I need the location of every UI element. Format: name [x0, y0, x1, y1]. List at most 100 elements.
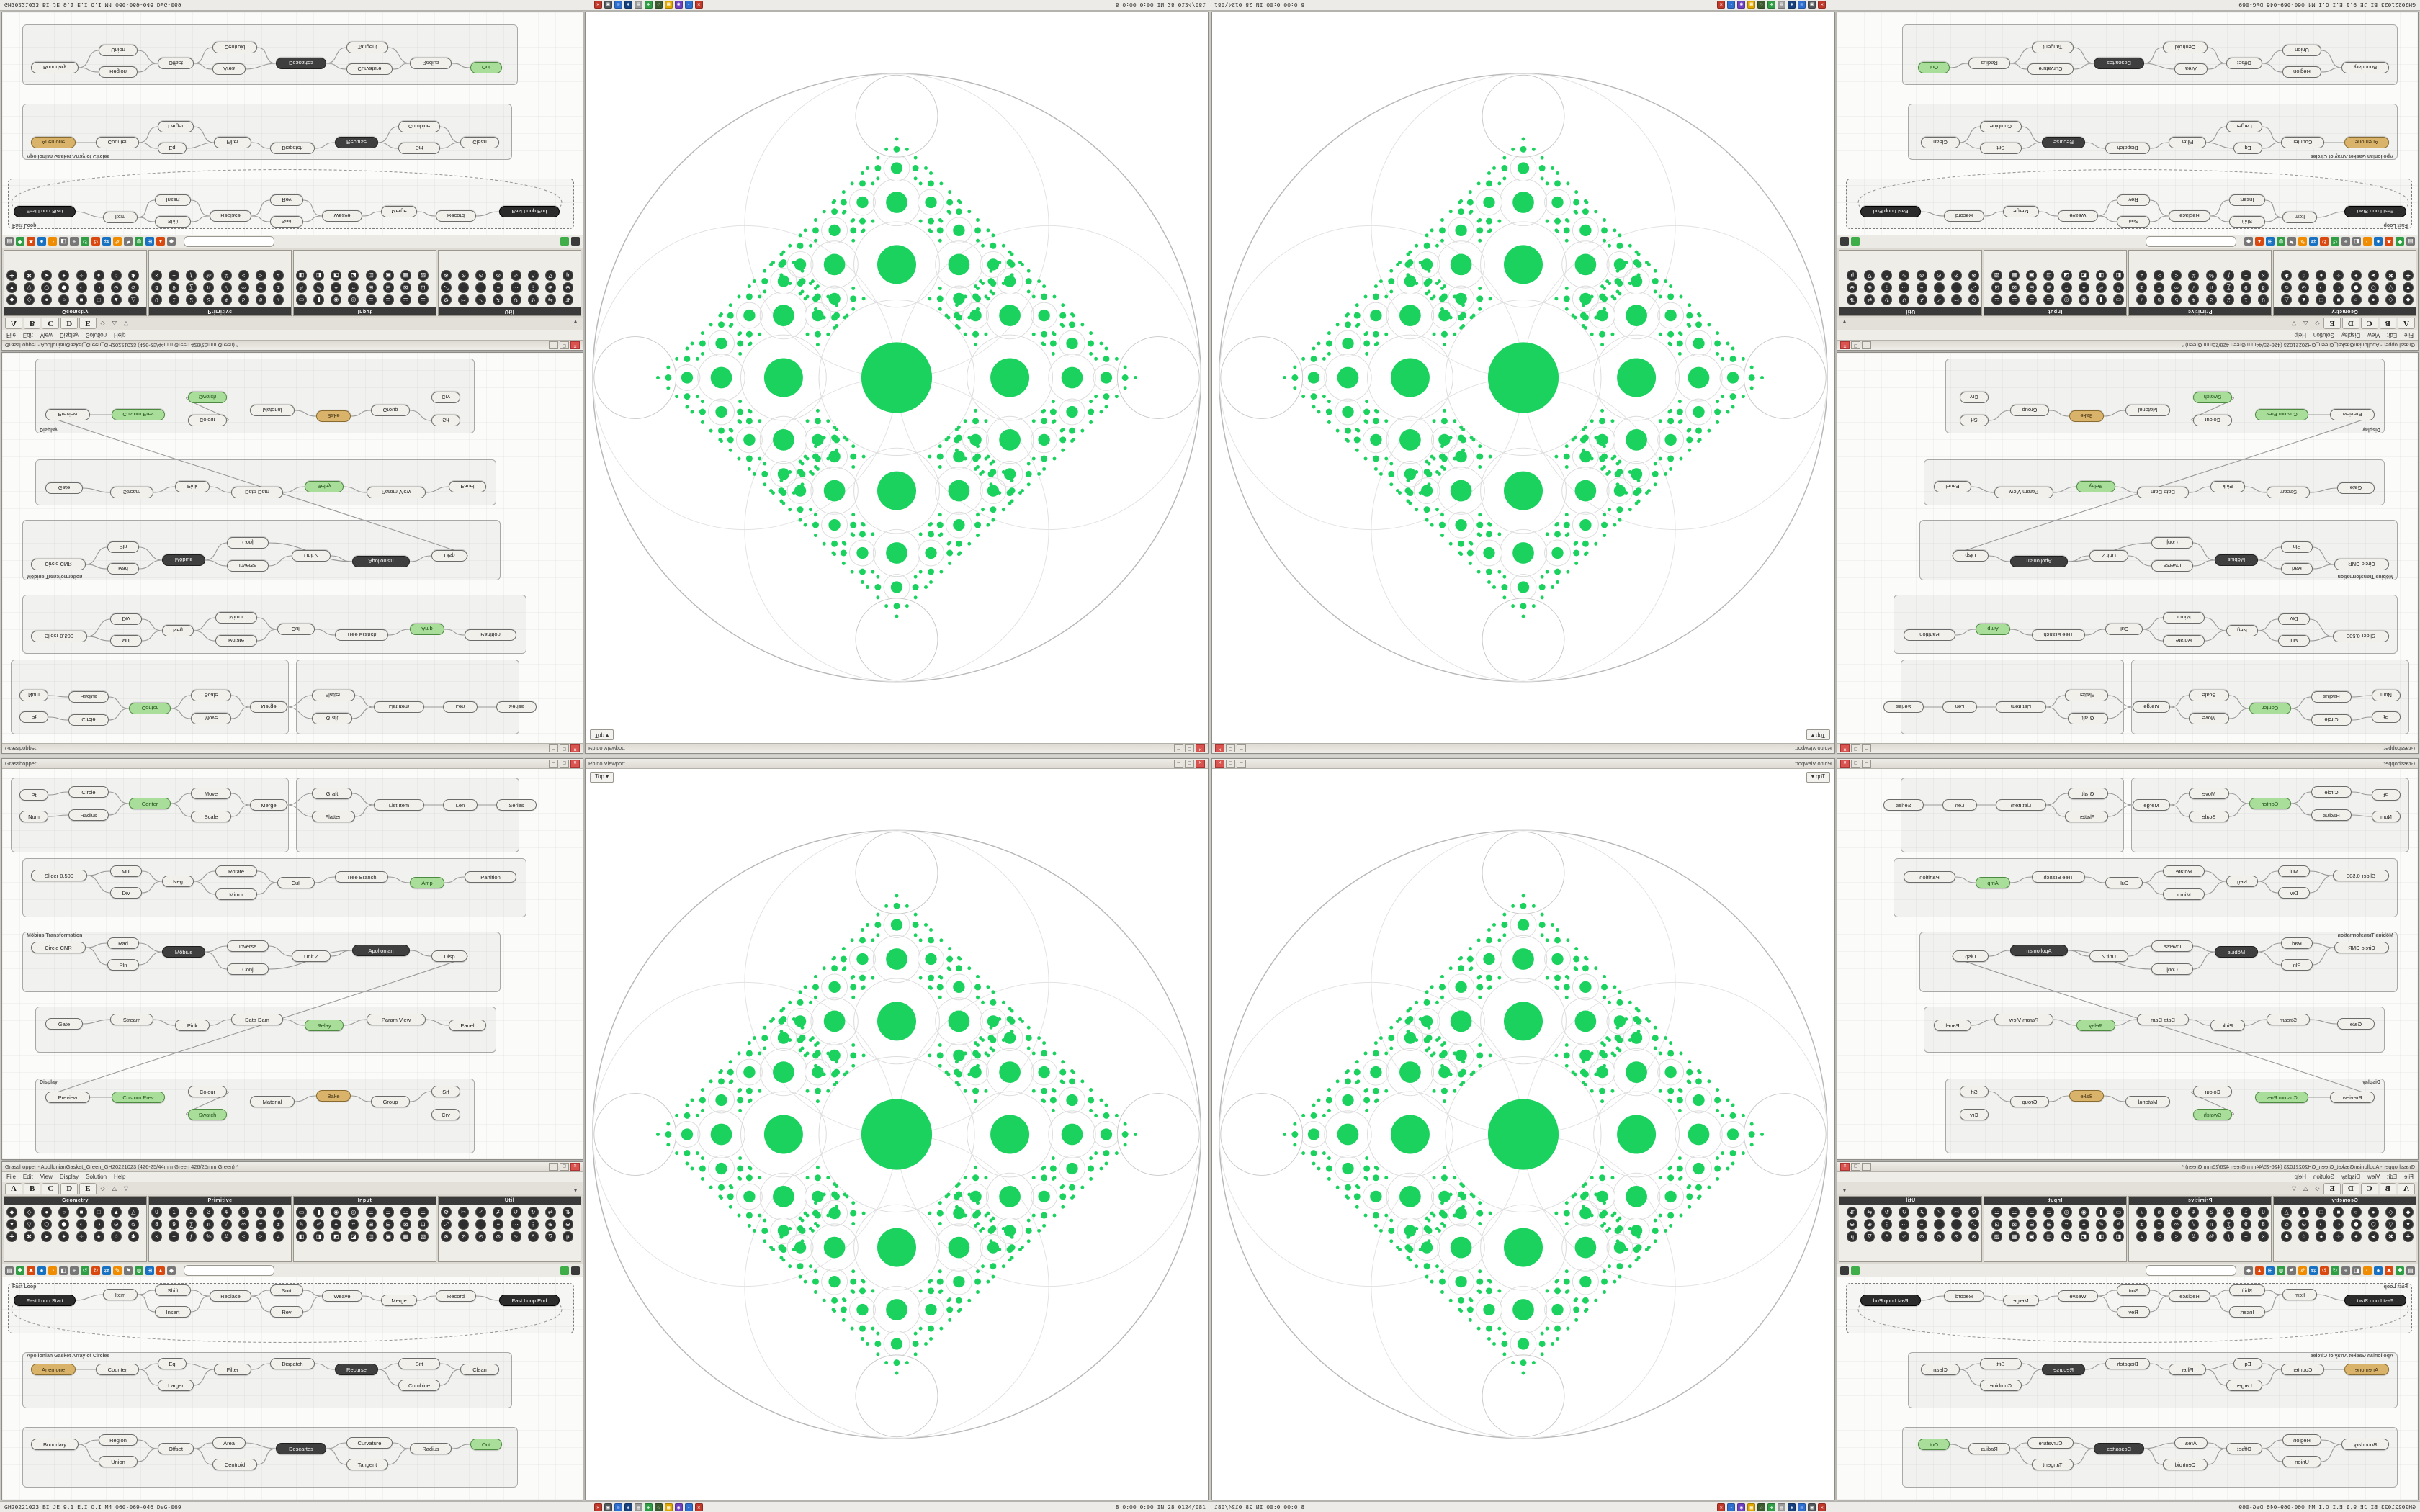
add-icon[interactable]: ✚: [16, 1266, 24, 1275]
star-icon[interactable]: ✦: [1727, 1, 1736, 9]
component-node[interactable]: Swatch: [188, 1109, 227, 1120]
node-group[interactable]: [1894, 595, 2398, 654]
component-node[interactable]: Circle: [68, 786, 109, 798]
component-node[interactable]: Stream: [2267, 1014, 2310, 1025]
component-node[interactable]: Move: [191, 788, 231, 799]
swap-icon[interactable]: ⇄: [2309, 237, 2318, 246]
component-node[interactable]: Descartes: [2094, 58, 2144, 69]
component-node[interactable]: Centroid: [212, 1459, 257, 1470]
menu-item-help[interactable]: Help: [2294, 332, 2306, 338]
component-node[interactable]: Anemone: [31, 1364, 76, 1375]
new-file-icon[interactable]: ▤: [5, 237, 14, 246]
component-icon[interactable]: ⊖: [562, 1219, 573, 1230]
component-icon[interactable]: ⤢: [1968, 282, 1979, 293]
menu-item-view[interactable]: View: [40, 1174, 53, 1180]
close-button[interactable]: ✕: [570, 341, 580, 349]
component-icon[interactable]: ✐: [2095, 282, 2107, 293]
component-icon[interactable]: ☰: [2043, 1207, 2055, 1218]
component-icon[interactable]: 1: [2240, 1207, 2251, 1218]
component-icon[interactable]: ◇: [24, 294, 35, 305]
component-icon[interactable]: ≈: [255, 1219, 266, 1230]
component-icon[interactable]: ✱: [127, 1231, 139, 1242]
component-icon[interactable]: ☰: [365, 294, 377, 305]
tab-shape-icon[interactable]: ▽: [2291, 320, 2297, 327]
component-icon[interactable]: ƒ: [2223, 1231, 2234, 1242]
tab-c[interactable]: C: [42, 1183, 60, 1194]
component-node[interactable]: Pln: [2281, 959, 2313, 971]
close-button[interactable]: ✕: [1840, 341, 1850, 349]
component-icon[interactable]: ⊙: [1933, 270, 1945, 281]
component-node[interactable]: Neg: [2226, 876, 2258, 887]
close-icon[interactable]: ✕: [1818, 1, 1827, 9]
panel-icon[interactable]: ◧: [2352, 1266, 2361, 1275]
component-icon[interactable]: #: [2188, 270, 2200, 281]
component-node[interactable]: Series: [496, 701, 537, 713]
component-node[interactable]: Area: [2174, 63, 2208, 75]
component-icon[interactable]: ↺: [510, 294, 521, 305]
component-node[interactable]: List Item: [1996, 701, 2046, 713]
window-titlebar[interactable]: Grasshopper - ApollonianGasket_Green_GH2…: [1837, 1162, 2418, 1172]
component-node[interactable]: Area: [212, 63, 246, 75]
settings-icon[interactable]: [1840, 237, 1849, 246]
solver-icon[interactable]: ●: [2374, 1266, 2383, 1275]
node-group[interactable]: [22, 595, 526, 654]
component-icon[interactable]: ≤: [238, 1231, 249, 1242]
component-node[interactable]: Radius: [1968, 1443, 2010, 1454]
component-icon[interactable]: ➤: [41, 1231, 53, 1242]
preview-toggle-icon[interactable]: [1851, 237, 1860, 246]
component-icon[interactable]: ✦: [58, 1231, 70, 1242]
component-node[interactable]: Bake: [2069, 410, 2104, 422]
component-node[interactable]: Combine: [398, 1380, 440, 1391]
component-icon[interactable]: ⌖: [2078, 1219, 2089, 1230]
menu-item-display[interactable]: Display: [2341, 1174, 2361, 1180]
tab-shape-icon[interactable]: ▽: [2291, 1185, 2297, 1192]
component-node[interactable]: Inverse: [2151, 560, 2193, 572]
component-node[interactable]: Center: [2249, 798, 2291, 809]
component-icon[interactable]: ∇: [544, 1231, 556, 1242]
viewport-titlebar[interactable]: Rhino Viewport ─ ▢ ✕: [1212, 743, 1834, 753]
component-icon[interactable]: ⊚: [2281, 282, 2293, 293]
node-group[interactable]: [35, 459, 496, 505]
close-button[interactable]: ✕: [1215, 760, 1224, 768]
component-node[interactable]: Neg: [162, 876, 194, 887]
window-icon[interactable]: ▤: [634, 1, 642, 9]
component-icon[interactable]: ⊕: [544, 282, 556, 293]
component-node[interactable]: Tangent: [346, 42, 388, 53]
component-node[interactable]: Num: [2372, 811, 2401, 822]
maximize-button[interactable]: ▢: [560, 341, 569, 349]
component-node[interactable]: Radius: [1968, 58, 2010, 69]
component-node[interactable]: Series: [1883, 701, 1924, 713]
component-node[interactable]: Replace: [2169, 210, 2210, 222]
component-node[interactable]: Custom Prev: [112, 1092, 165, 1103]
component-icon[interactable]: 2: [2223, 1207, 2234, 1218]
component-icon[interactable]: ○: [2350, 1207, 2362, 1218]
component-icon[interactable]: ▼: [2403, 282, 2414, 293]
component-icon[interactable]: π: [203, 1219, 215, 1230]
panel-icon[interactable]: ◧: [59, 237, 68, 246]
component-node[interactable]: Merge: [250, 799, 287, 811]
component-node[interactable]: Merge: [2003, 1295, 2039, 1306]
component-node[interactable]: Region: [2282, 66, 2321, 78]
node-group[interactable]: [1924, 459, 2385, 505]
mail-icon[interactable]: ✉: [1798, 1503, 1806, 1511]
component-node[interactable]: Pick: [2210, 481, 2245, 492]
record-icon[interactable]: ◉: [1737, 1503, 1746, 1511]
node-canvas[interactable]: Möbius Transformation Display Pt Num Circle R…: [2, 769, 583, 1159]
node-group[interactable]: [11, 778, 289, 852]
component-node[interactable]: Inverse: [2151, 940, 2193, 952]
component-icon[interactable]: ☲: [400, 294, 411, 305]
component-icon[interactable]: ◩: [331, 1231, 342, 1242]
node-group[interactable]: [2131, 778, 2409, 852]
component-icon[interactable]: ✦: [2350, 270, 2362, 281]
menu-item-edit[interactable]: Edit: [2387, 332, 2398, 338]
component-node[interactable]: Radius: [410, 58, 452, 69]
component-icon[interactable]: ∴: [458, 282, 470, 293]
tab-shape-icon[interactable]: ◇: [100, 1185, 105, 1192]
star-icon[interactable]: ✦: [684, 1503, 693, 1511]
view-tab-top[interactable]: Top ▾: [590, 772, 614, 783]
panel-icon[interactable]: ◧: [2352, 237, 2361, 246]
component-icon[interactable]: ▣: [2026, 1231, 2038, 1242]
component-node[interactable]: Colour: [188, 415, 227, 426]
node-group[interactable]: [22, 1427, 518, 1488]
component-node[interactable]: Len: [1942, 701, 1977, 713]
